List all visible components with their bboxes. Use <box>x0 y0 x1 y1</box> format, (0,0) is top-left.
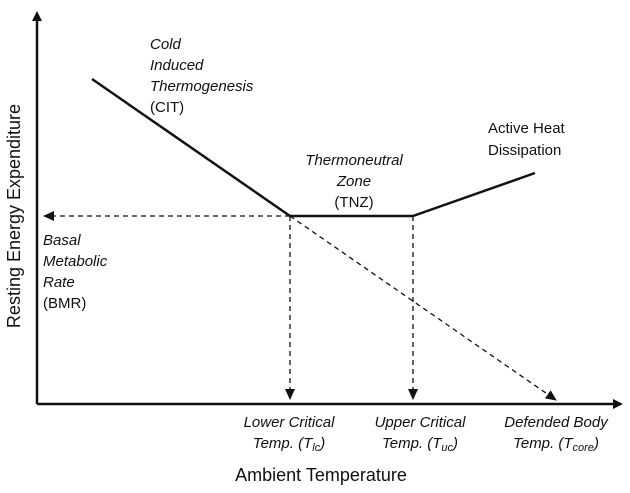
heat-label-line2: Dissipation <box>488 142 561 159</box>
defended-body-label-line2: Temp. (Tcore) <box>513 435 599 454</box>
upper-critical-label-line1: Upper Critical <box>375 414 467 431</box>
defended-body-dashed-arrow <box>289 215 557 401</box>
cit-label-line2: Induced <box>150 57 204 74</box>
lower-critical-label-line1: Lower Critical <box>244 414 336 431</box>
tnz-label-line1: Thermoneutral <box>305 152 403 169</box>
defended-body-label-line1: Defended Body <box>504 414 609 431</box>
lower-critical-label-line2: Temp. (Tlc) <box>253 435 325 454</box>
tnz-label-line2: Zone <box>336 173 371 190</box>
bmr-label-abbr: (BMR) <box>43 295 86 312</box>
heat-label-line1: Active Heat <box>488 120 566 137</box>
bmr-label-line3: Rate <box>43 274 75 291</box>
bmr-label-line1: Basal <box>43 232 81 249</box>
tnz-label-abbr: (TNZ) <box>334 194 373 211</box>
cit-label-line3: Thermogenesis <box>150 78 254 95</box>
heat-dissipation-line <box>412 171 536 218</box>
bmr-label-line2: Metabolic <box>43 253 108 270</box>
cit-line <box>91 77 291 218</box>
y-axis-label: Resting Energy Expenditure <box>4 104 24 328</box>
x-axis-label: Ambient Temperature <box>235 465 407 485</box>
cit-label-abbr: (CIT) <box>150 99 184 116</box>
cit-label-line1: Cold <box>150 36 182 53</box>
upper-critical-label-line2: Temp. (Tuc) <box>382 435 458 454</box>
